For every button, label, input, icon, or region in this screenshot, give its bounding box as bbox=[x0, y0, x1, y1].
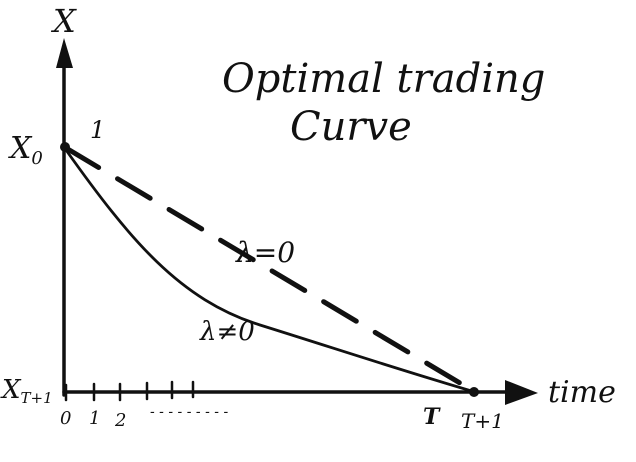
label-lambda-zero: λ=0 bbox=[235, 236, 295, 269]
label-lambda-nonzero: λ≠0 bbox=[199, 317, 255, 347]
x-tick-marks bbox=[64, 380, 195, 402]
tick-label-T: T bbox=[423, 404, 441, 430]
curve-lambda-nonzero bbox=[64, 148, 477, 394]
tick-ellipsis: - - - - - - - - - bbox=[150, 404, 228, 420]
y-start-label: X0 bbox=[8, 131, 43, 169]
x-axis-label: time bbox=[548, 375, 616, 410]
start-point-label: 1 bbox=[90, 116, 105, 144]
tick-label-1: 1 bbox=[89, 408, 100, 429]
y-axis-arrow bbox=[56, 38, 73, 68]
tick-label-2: 2 bbox=[114, 410, 126, 431]
tick-label-T-plus-1: T+1 bbox=[461, 409, 504, 433]
title-line2: Curve bbox=[290, 104, 412, 150]
y-end-label: XT+1 bbox=[0, 375, 53, 407]
title-line1: Optimal trading bbox=[222, 56, 545, 102]
curve-lambda-zero bbox=[63, 145, 478, 395]
y-axis-label: X bbox=[50, 2, 77, 40]
end-point-dot bbox=[469, 387, 479, 397]
tick-label-0: 0 bbox=[60, 408, 71, 429]
x-axis-arrow bbox=[505, 380, 538, 405]
